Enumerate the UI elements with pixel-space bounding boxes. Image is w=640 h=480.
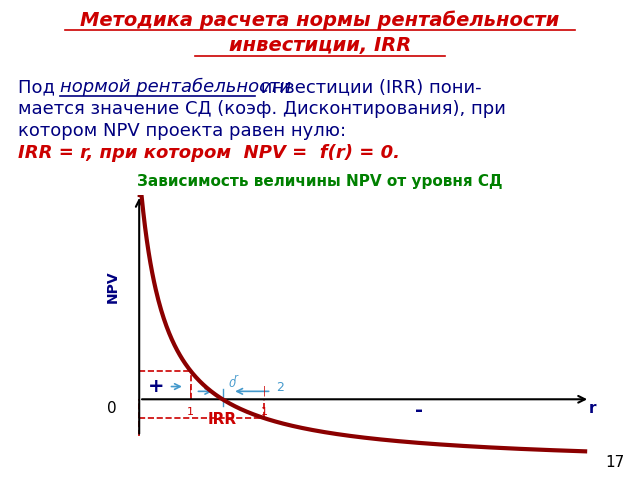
Text: Методика расчета нормы рентабельности: Методика расчета нормы рентабельности (81, 10, 559, 30)
Text: -: - (415, 401, 422, 420)
Text: нормой рентабельности: нормой рентабельности (60, 78, 291, 96)
Text: Под: Под (18, 78, 61, 96)
Text: 1: 1 (260, 408, 268, 418)
Text: 0: 0 (108, 401, 117, 416)
Text: Зависимость величины NPV от уровня СД: Зависимость величины NPV от уровня СД (137, 174, 503, 189)
Text: |: | (262, 386, 266, 396)
Text: котором NPV проекта равен нулю:: котором NPV проекта равен нулю: (18, 122, 346, 140)
Text: IRR = r, при котором  NPV =  f(r) = 0.: IRR = r, при котором NPV = f(r) = 0. (18, 144, 400, 162)
Text: инвестиции, IRR: инвестиции, IRR (229, 36, 411, 55)
Text: r: r (234, 373, 237, 383)
Text: 2: 2 (276, 381, 284, 394)
Text: |: | (189, 386, 192, 396)
Text: NPV: NPV (105, 271, 119, 303)
Text: мается значение СД (коэф. Дисконтирования), при: мается значение СД (коэф. Дисконтировани… (18, 100, 506, 118)
Text: 0: 0 (228, 379, 236, 389)
Text: инвестиции (IRR) пони-: инвестиции (IRR) пони- (255, 78, 482, 96)
Text: IRR: IRR (208, 412, 237, 427)
Text: +: + (148, 377, 164, 396)
Text: r: r (589, 401, 596, 416)
Text: 1: 1 (187, 408, 194, 418)
Text: 17: 17 (605, 455, 625, 470)
